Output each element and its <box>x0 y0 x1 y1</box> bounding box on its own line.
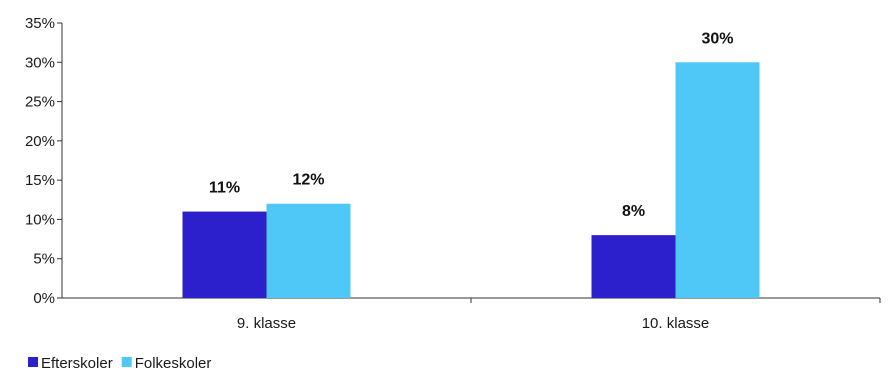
bar-efterskoler-1 <box>182 211 267 298</box>
x-category-label: 9. klasse <box>237 315 296 332</box>
legend: Efterskoler Folkeskoler <box>28 355 211 372</box>
y-tick-label: 25% <box>25 94 55 111</box>
data-label: 11% <box>209 180 240 197</box>
x-axis: 9. klasse 10. klasse <box>62 297 881 332</box>
y-tick-label: 35% <box>25 15 55 32</box>
data-label: 8% <box>622 203 645 220</box>
y-tick-label: 15% <box>25 172 55 189</box>
legend-swatch <box>28 357 38 367</box>
bars <box>182 62 760 299</box>
y-tick-label: 20% <box>25 133 55 150</box>
legend-label: Folkeskoler <box>135 355 212 372</box>
bar-folkeskoler-1 <box>266 203 351 298</box>
y-axis: 0% 5% 10% 15% 20% 25% 30% 35% <box>25 15 63 307</box>
data-label: 30% <box>701 30 733 47</box>
legend-swatch <box>121 357 132 367</box>
y-tick-label: 5% <box>33 251 55 268</box>
y-tick-label: 30% <box>25 54 55 71</box>
y-tick-label: 0% <box>33 290 55 307</box>
y-tick-label: 10% <box>25 211 55 228</box>
bar-folkeskoler-2 <box>675 62 760 299</box>
x-category-label: 10. klasse <box>642 315 710 332</box>
data-labels: 11% 12% 8% 30% <box>209 30 734 220</box>
bar-efterskoler-2 <box>591 235 676 298</box>
data-label: 12% <box>292 172 324 189</box>
legend-label: Efterskoler <box>41 355 113 372</box>
